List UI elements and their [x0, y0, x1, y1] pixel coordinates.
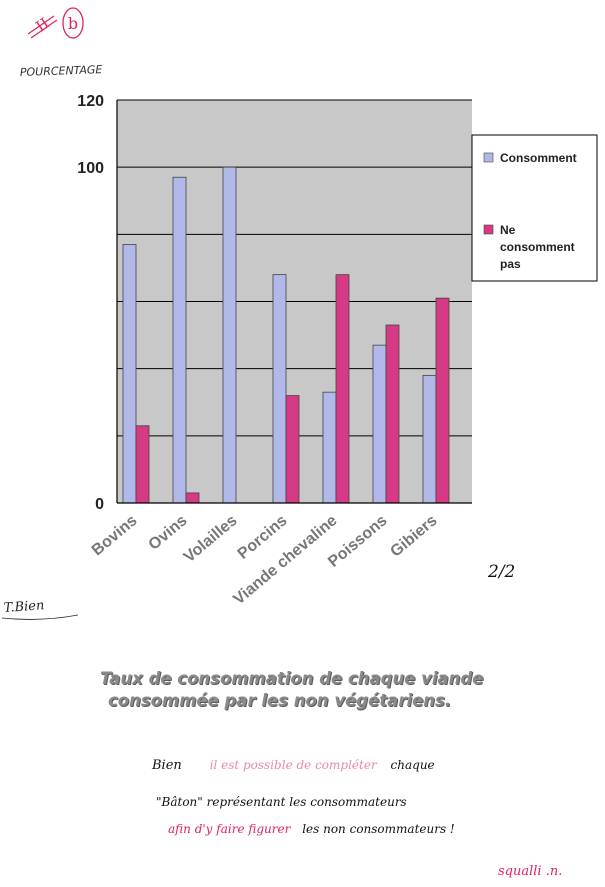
legend-swatch-consomment: [483, 152, 494, 163]
y-axis-title: POURCENTAGE: [20, 63, 103, 79]
y-tick-label-120: 120: [77, 93, 104, 110]
bar-gibiers-consomment: [422, 374, 437, 504]
x-tick-label-bovins: Bovins: [89, 512, 141, 559]
legend-label-1-0: Ne: [500, 223, 516, 237]
legend-label-1-1: consomment: [500, 240, 575, 254]
caption-line1: Taux de consommation de chaque viande: [100, 669, 484, 688]
legend: Consomment Ne consomment pas: [471, 134, 598, 282]
caption: Taux de consommation de chaque viande co…: [100, 668, 560, 712]
grade-left-text: T.Bien: [3, 598, 45, 616]
note-red-text-2: afin d'y faire figurer: [168, 822, 291, 836]
bar-gibiers-ne-consomment-pas: [435, 297, 450, 504]
note-bien: Bien: [152, 758, 182, 773]
teacher-note-line1: Bien il est possible de compléter chaque: [152, 758, 435, 773]
legend-swatch-ne-consomment-pas: [483, 224, 494, 235]
legend-label-0-0: Consomment: [500, 151, 577, 165]
bar-ovins-ne-consomment-pas: [185, 492, 200, 504]
bar-viande-chevaline-consomment: [322, 391, 337, 504]
bar-viande-chevaline-ne-consomment-pas: [335, 274, 350, 504]
x-tick-label-ovins: Ovins: [146, 512, 191, 554]
signature: squalli .n.: [498, 864, 563, 879]
bar-porcins-ne-consomment-pas: [285, 395, 300, 504]
page-number-text: 2/2: [487, 562, 515, 582]
teacher-note-line3: afin d'y faire figurer les non consommat…: [168, 822, 455, 836]
corner-mark: II b: [27, 7, 84, 39]
teacher-note-line2: "Bâton" représentant les consommateurs: [156, 795, 407, 809]
bar-poissons-consomment: [372, 344, 387, 504]
bar-volailles-consomment: [222, 166, 237, 504]
grade-left: T.Bien: [1, 598, 79, 620]
y-tick-label-100: 100: [77, 160, 104, 177]
bar-bovins-ne-consomment-pas: [135, 425, 150, 504]
note-chaque: chaque: [390, 758, 435, 772]
corner-roman-numeral: II: [32, 14, 52, 36]
bar-poissons-ne-consomment-pas: [385, 324, 400, 504]
x-tick-label-volailles: Volailles: [181, 512, 241, 566]
caption-line2: consommée par les non végétariens.: [108, 691, 452, 710]
corner-circle: [62, 7, 84, 39]
page-number: 2/2: [487, 562, 515, 582]
x-tick-label-gibiers: Gibiers: [387, 512, 440, 561]
bar-porcins-consomment: [272, 274, 287, 504]
note-red-text: il est possible de compléter: [209, 758, 377, 772]
y-tick-labels: 0 100 120: [77, 93, 104, 513]
legend-label-1-2: pas: [500, 257, 521, 271]
bar-ovins-consomment: [172, 176, 187, 504]
corner-circle-letter: b: [68, 14, 78, 33]
bar-bovins-consomment: [122, 244, 137, 504]
y-tick-label-0: 0: [95, 496, 104, 513]
note-black-text-3: les non consommateurs !: [302, 822, 455, 836]
